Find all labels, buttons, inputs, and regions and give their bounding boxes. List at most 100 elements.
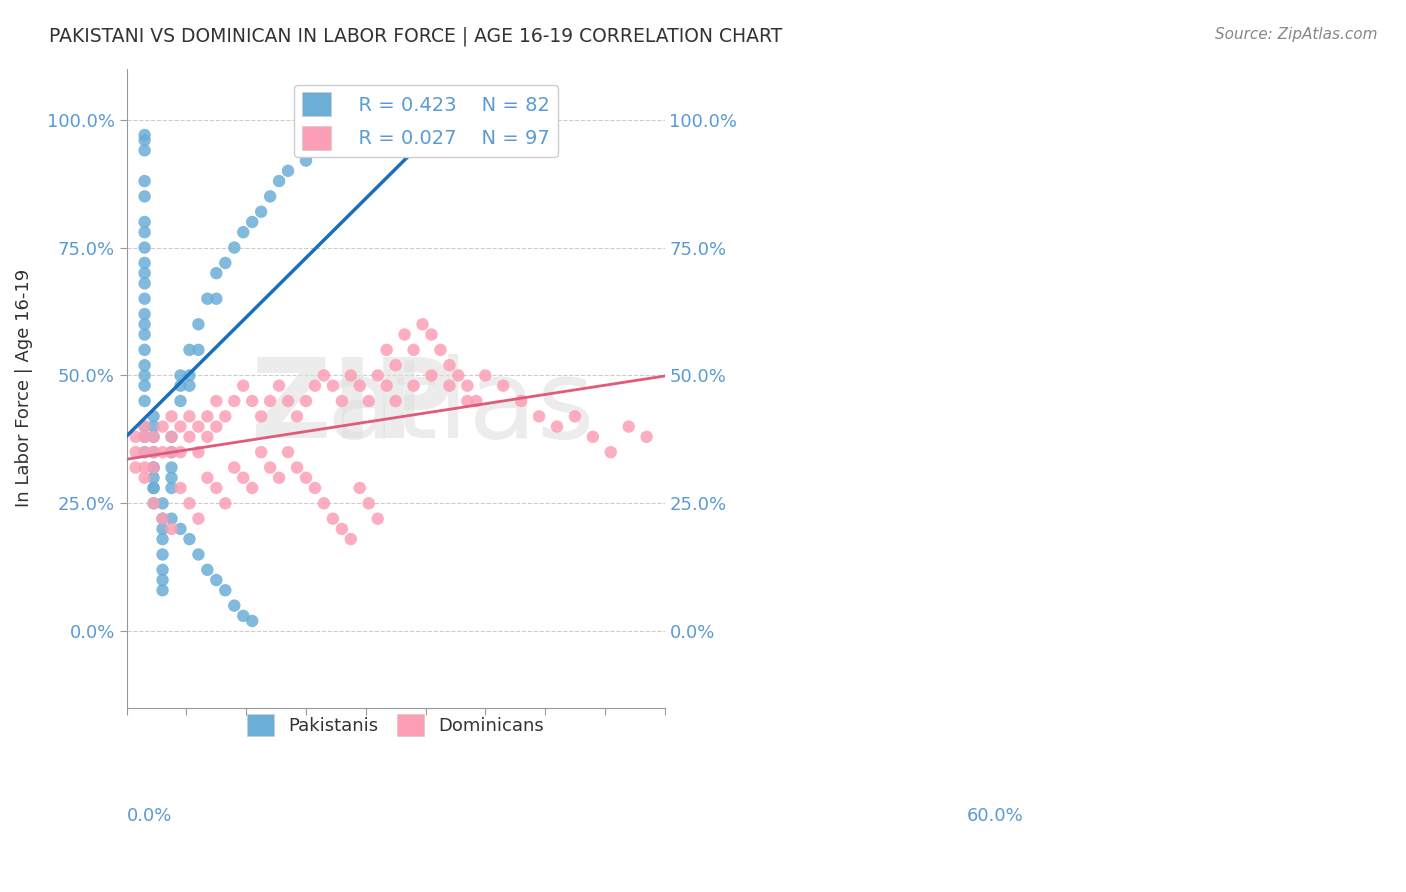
- Point: [134, 445, 156, 459]
- Point: [160, 430, 183, 444]
- Point: [232, 608, 254, 623]
- Text: Source: ZipAtlas.com: Source: ZipAtlas.com: [1215, 27, 1378, 42]
- Point: [134, 133, 156, 147]
- Point: [134, 128, 156, 142]
- Point: [195, 409, 218, 424]
- Point: [224, 599, 246, 613]
- Point: [142, 445, 165, 459]
- Point: [134, 256, 156, 270]
- Point: [169, 419, 191, 434]
- Point: [152, 573, 174, 587]
- Point: [232, 471, 254, 485]
- Point: [134, 277, 156, 291]
- Point: [375, 378, 398, 392]
- Point: [205, 394, 228, 409]
- Point: [384, 394, 406, 409]
- Point: [240, 481, 263, 495]
- Text: 60.0%: 60.0%: [966, 807, 1024, 825]
- Point: [322, 511, 344, 525]
- Point: [134, 419, 156, 434]
- Point: [124, 445, 146, 459]
- Point: [134, 307, 156, 321]
- Point: [240, 614, 263, 628]
- Point: [124, 430, 146, 444]
- Point: [152, 548, 174, 562]
- Point: [160, 445, 183, 459]
- Point: [142, 460, 165, 475]
- Point: [224, 460, 246, 475]
- Point: [304, 481, 326, 495]
- Point: [179, 532, 201, 546]
- Point: [152, 511, 174, 525]
- Point: [134, 292, 156, 306]
- Point: [527, 409, 550, 424]
- Point: [357, 394, 380, 409]
- Point: [160, 430, 183, 444]
- Point: [269, 471, 291, 485]
- Point: [152, 445, 174, 459]
- Point: [169, 368, 191, 383]
- Point: [285, 460, 308, 475]
- Point: [195, 292, 218, 306]
- Point: [402, 378, 425, 392]
- Point: [152, 511, 174, 525]
- Point: [402, 112, 425, 127]
- Point: [582, 430, 605, 444]
- Point: [312, 496, 335, 510]
- Point: [187, 548, 209, 562]
- Point: [152, 419, 174, 434]
- Point: [285, 409, 308, 424]
- Point: [187, 419, 209, 434]
- Point: [195, 563, 218, 577]
- Point: [214, 409, 236, 424]
- Point: [420, 327, 443, 342]
- Point: [224, 394, 246, 409]
- Point: [349, 481, 371, 495]
- Point: [214, 256, 236, 270]
- Point: [187, 445, 209, 459]
- Point: [179, 409, 201, 424]
- Point: [456, 378, 478, 392]
- Point: [205, 481, 228, 495]
- Point: [179, 343, 201, 357]
- Point: [205, 292, 228, 306]
- Point: [322, 378, 344, 392]
- Point: [160, 471, 183, 485]
- Point: [269, 174, 291, 188]
- Point: [142, 445, 165, 459]
- Point: [412, 318, 434, 332]
- Point: [142, 481, 165, 495]
- Point: [277, 164, 299, 178]
- Point: [492, 378, 515, 392]
- Point: [160, 481, 183, 495]
- Point: [277, 445, 299, 459]
- Point: [439, 358, 461, 372]
- Text: atlas: atlas: [326, 354, 595, 461]
- Point: [465, 394, 488, 409]
- Point: [134, 394, 156, 409]
- Point: [134, 358, 156, 372]
- Point: [636, 430, 658, 444]
- Point: [134, 368, 156, 383]
- Point: [179, 496, 201, 510]
- Text: PAKISTANI VS DOMINICAN IN LABOR FORCE | AGE 16-19 CORRELATION CHART: PAKISTANI VS DOMINICAN IN LABOR FORCE | …: [49, 27, 783, 46]
- Text: ZIP: ZIP: [250, 354, 454, 461]
- Point: [240, 394, 263, 409]
- Point: [160, 522, 183, 536]
- Point: [232, 378, 254, 392]
- Point: [134, 225, 156, 239]
- Point: [384, 358, 406, 372]
- Point: [134, 343, 156, 357]
- Point: [169, 394, 191, 409]
- Point: [134, 327, 156, 342]
- Point: [250, 445, 273, 459]
- Point: [187, 318, 209, 332]
- Point: [160, 460, 183, 475]
- Point: [179, 430, 201, 444]
- Point: [349, 378, 371, 392]
- Point: [142, 409, 165, 424]
- Text: 0.0%: 0.0%: [127, 807, 172, 825]
- Point: [160, 511, 183, 525]
- Point: [330, 128, 353, 142]
- Point: [142, 430, 165, 444]
